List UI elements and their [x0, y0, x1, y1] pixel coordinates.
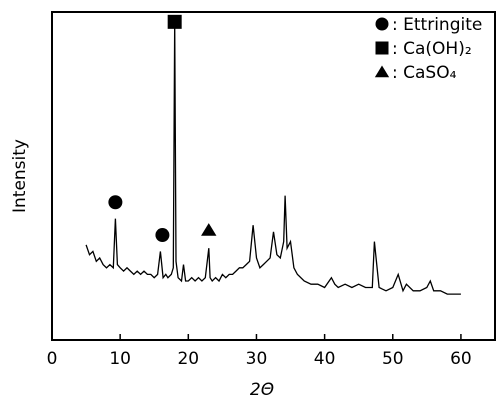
legend-label: : Ettringite	[392, 15, 482, 35]
x-tick-label: 30	[246, 349, 268, 369]
legend-symbol	[375, 17, 389, 31]
peak-marker	[167, 14, 182, 29]
data-line	[85, 21, 461, 295]
x-tick-label: 60	[450, 349, 472, 369]
x-tick-label: 10	[109, 349, 131, 369]
plot-frame	[51, 11, 496, 341]
peak-marker	[201, 223, 217, 236]
x-axis-label: 2Θ	[250, 380, 274, 400]
x-tick-label: 40	[314, 349, 336, 369]
x-tick-label: 20	[177, 349, 199, 369]
peak-marker	[155, 228, 170, 243]
x-tick-label: 0	[47, 349, 58, 369]
x-tick-label: 50	[382, 349, 404, 369]
y-axis-label: Intensity	[10, 139, 30, 213]
legend-symbol	[374, 65, 390, 78]
legend-label: : Ca(OH)₂	[392, 39, 472, 59]
legend-symbol	[375, 41, 389, 55]
legend-label: : CaSO₄	[392, 63, 457, 83]
peak-marker	[108, 195, 123, 210]
